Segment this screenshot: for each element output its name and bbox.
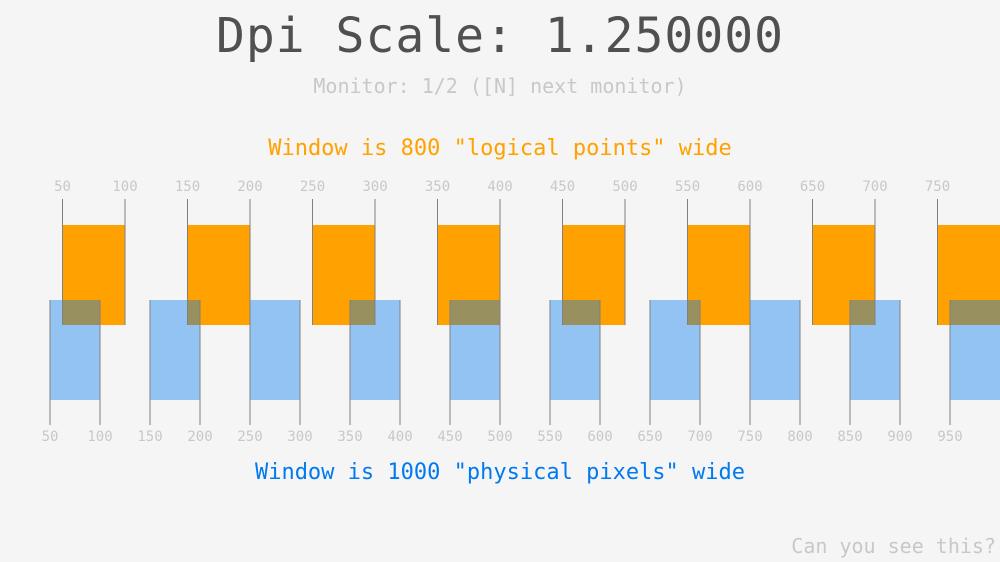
logical-tick-label: 650 — [800, 179, 825, 195]
physical-tick-label: 550 — [537, 429, 562, 445]
physical-box — [250, 300, 300, 400]
physical-tick-label: 200 — [187, 429, 212, 445]
physical-box — [650, 300, 700, 400]
physical-box — [450, 300, 500, 400]
physical-tick-label: 500 — [487, 429, 512, 445]
logical-tick-label: 100 — [112, 179, 137, 195]
logical-box — [687, 225, 750, 325]
corner-check-text: Can you see this? — [791, 534, 996, 558]
logical-box — [437, 225, 500, 325]
logical-tick-label: 600 — [737, 179, 762, 195]
physical-box — [150, 300, 200, 400]
logical-box — [187, 225, 250, 325]
physical-box — [50, 300, 100, 400]
physical-tick-label: 900 — [887, 429, 912, 445]
physical-tick-label: 450 — [437, 429, 462, 445]
logical-tick-label: 500 — [612, 179, 637, 195]
logical-tick-label: 300 — [362, 179, 387, 195]
physical-tick-label: 50 — [42, 429, 59, 445]
logical-tick-label: 200 — [237, 179, 262, 195]
logical-box — [62, 225, 125, 325]
physical-tick-label: 350 — [337, 429, 362, 445]
logical-tick-label: 450 — [550, 179, 575, 195]
logical-width-label: Window is 800 "logical points" wide — [268, 136, 732, 161]
physical-tick-label: 850 — [837, 429, 862, 445]
physical-box — [550, 300, 600, 400]
logical-tick-label: 250 — [300, 179, 325, 195]
physical-tick-label: 750 — [737, 429, 762, 445]
physical-tick-label: 600 — [587, 429, 612, 445]
page-title: Dpi Scale: 1.250000 — [215, 8, 785, 64]
logical-box — [312, 225, 375, 325]
physical-tick-label: 100 — [87, 429, 112, 445]
logical-box — [937, 225, 1000, 325]
physical-width-label: Window is 1000 "physical pixels" wide — [254, 460, 746, 485]
logical-tick-label: 400 — [487, 179, 512, 195]
physical-tick-label: 250 — [237, 429, 262, 445]
physical-tick-label: 150 — [137, 429, 162, 445]
physical-box — [750, 300, 800, 400]
logical-tick-label: 350 — [425, 179, 450, 195]
logical-tick-label: 700 — [862, 179, 887, 195]
physical-tick-label: 700 — [687, 429, 712, 445]
physical-tick-label: 950 — [937, 429, 962, 445]
logical-tick-label: 150 — [175, 179, 200, 195]
logical-tick-label: 750 — [925, 179, 950, 195]
logical-box — [812, 225, 875, 325]
physical-tick-label: 800 — [787, 429, 812, 445]
physical-tick-label: 300 — [287, 429, 312, 445]
physical-tick-label: 400 — [387, 429, 412, 445]
logical-tick-label: 50 — [54, 179, 71, 195]
monitor-info: Monitor: 1/2 ([N] next monitor) — [313, 74, 687, 98]
logical-tick-label: 550 — [675, 179, 700, 195]
physical-tick-label: 650 — [637, 429, 662, 445]
physical-box — [950, 300, 1000, 400]
logical-box — [562, 225, 625, 325]
